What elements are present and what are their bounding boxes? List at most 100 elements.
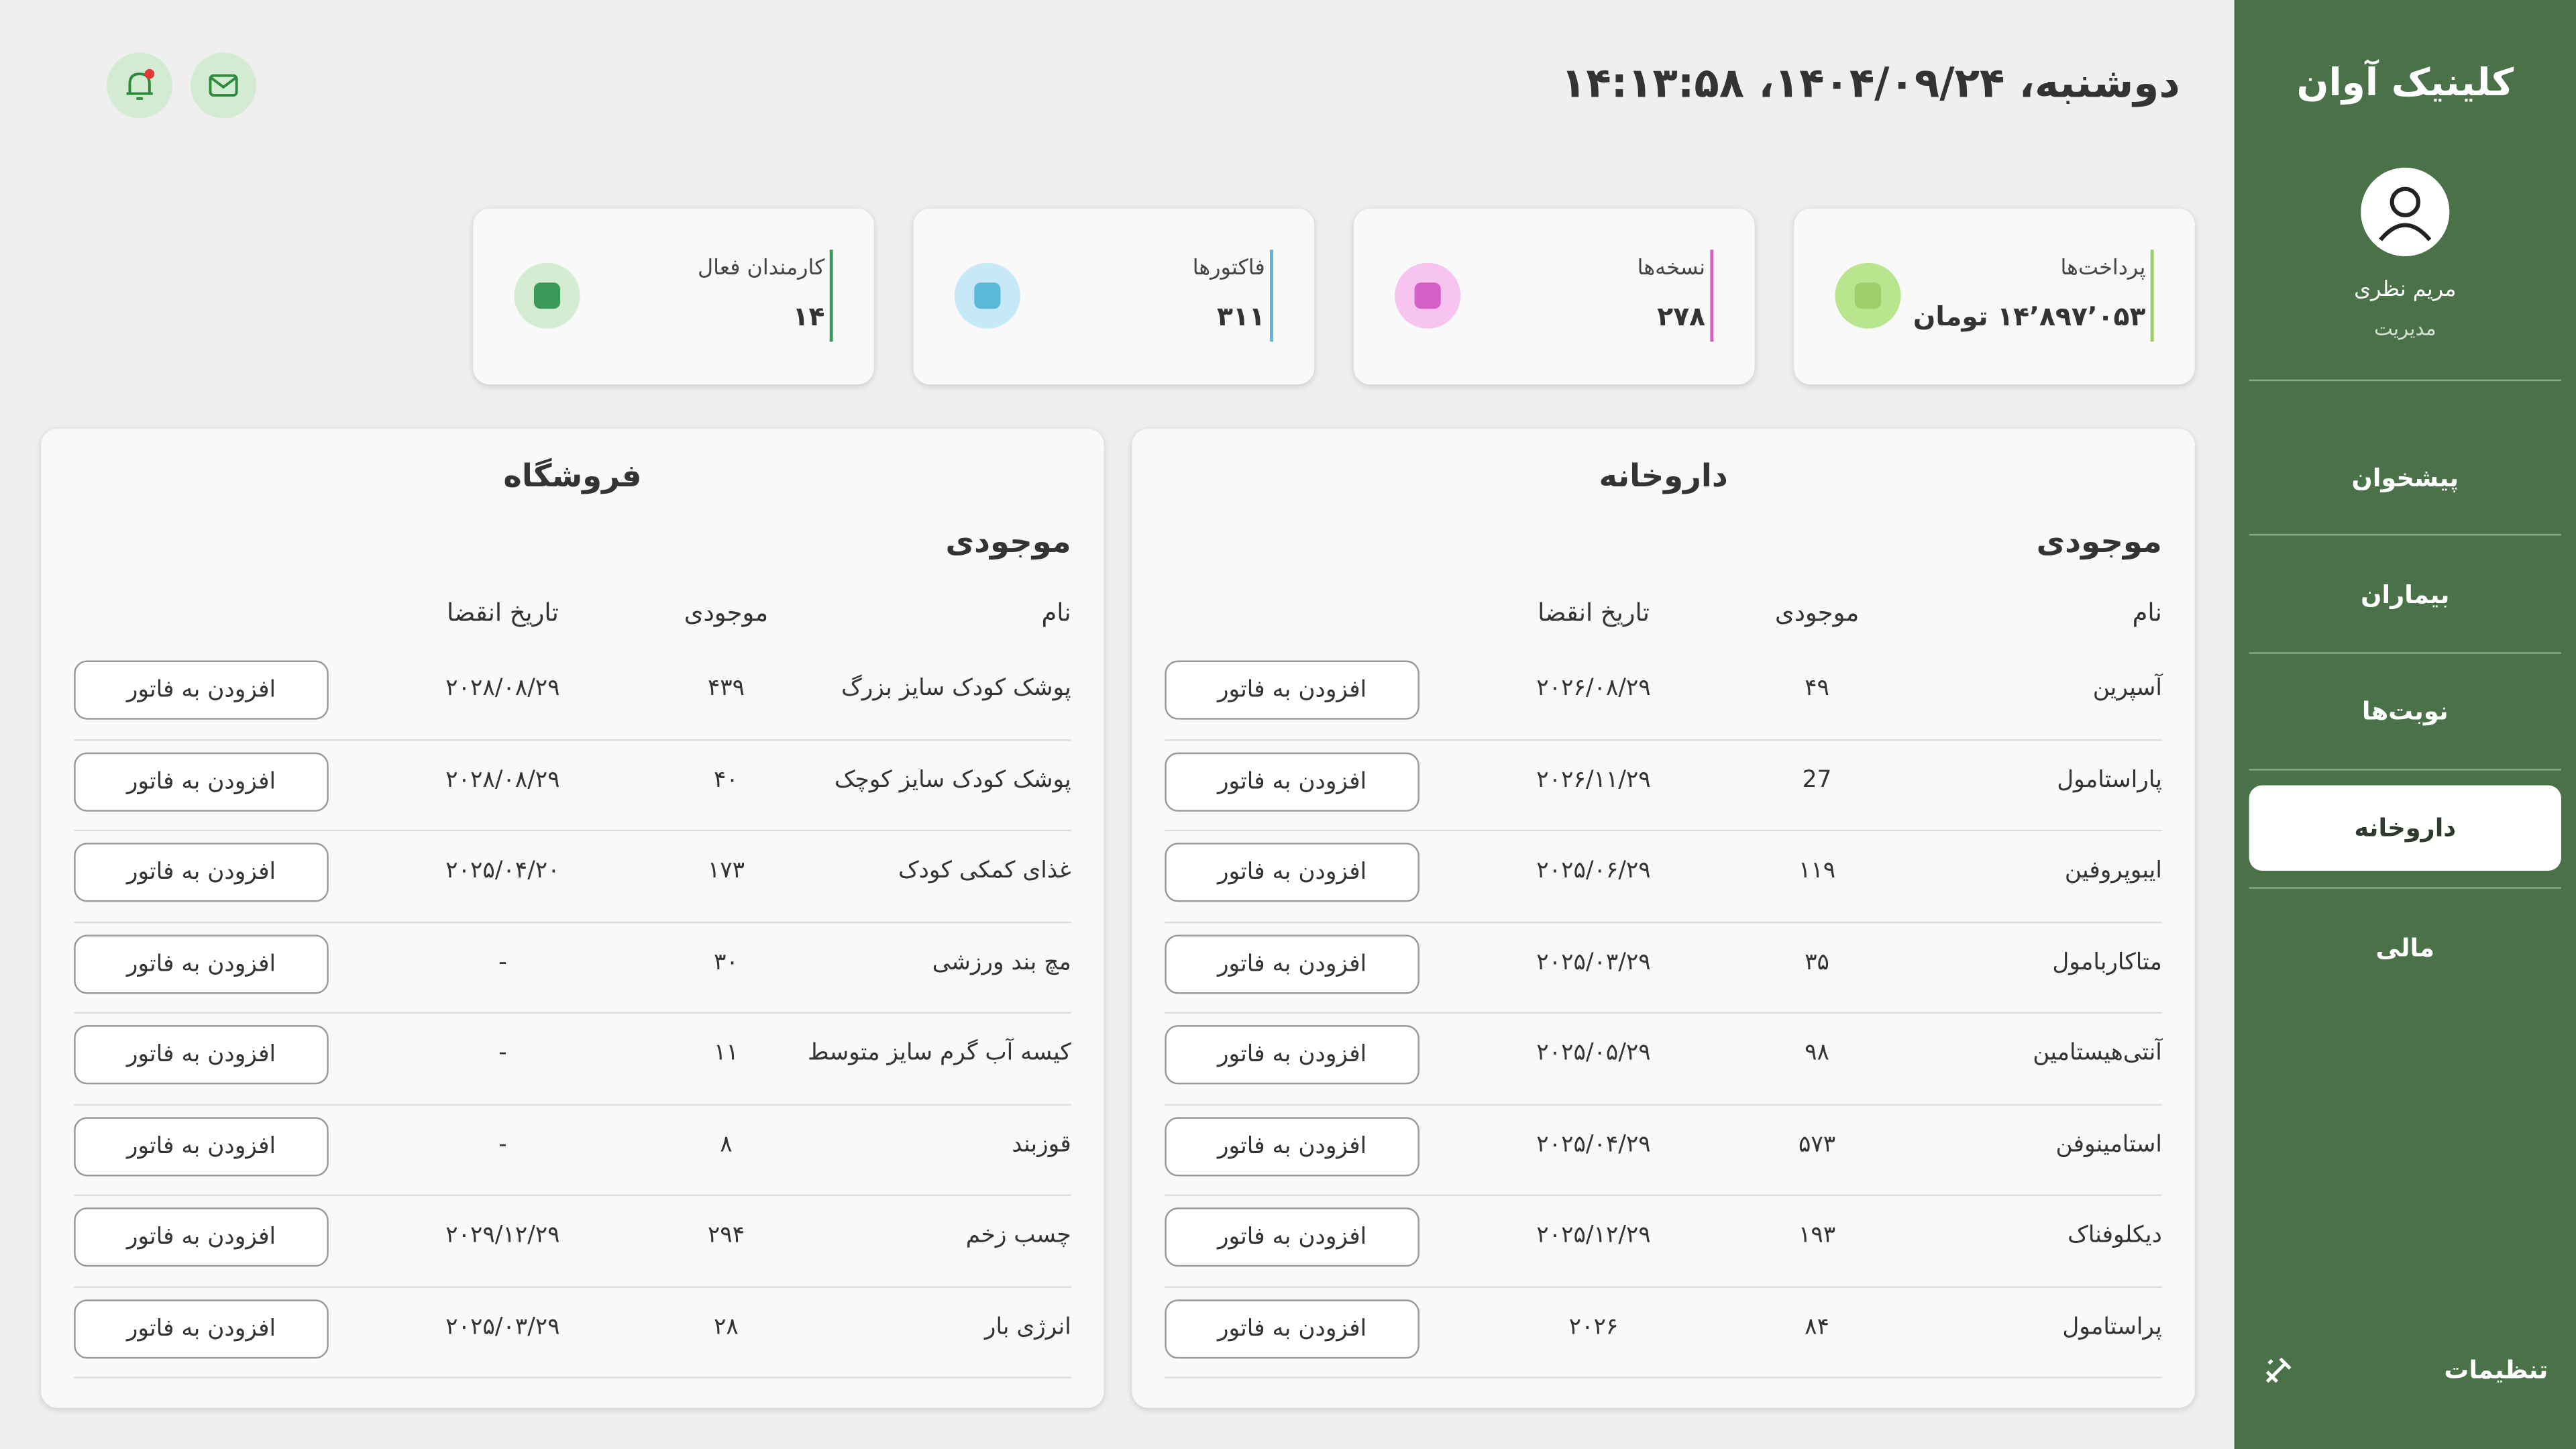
stat-accent bbox=[829, 250, 833, 342]
expiry-date: ۲۰۲۶/۱۱/۲۹ bbox=[1536, 766, 1651, 793]
add-to-invoice-button[interactable]: افزودن به فاتور bbox=[1165, 934, 1419, 994]
inventory-panel: فروشگاه موجودی نام موجودی تاریخ انقضا پوشک کو… bbox=[41, 429, 1104, 1408]
stock: ۹۸ bbox=[1805, 1040, 1829, 1067]
divider bbox=[2249, 652, 2561, 654]
bell-icon bbox=[126, 68, 155, 100]
panel-subtitle: موجودی bbox=[2036, 524, 2162, 561]
stat-icon bbox=[1395, 262, 1461, 329]
table-row: آسپرین ۴۹ ۲۰۲۶/۰۸/۲۹ افزودن به فاتور bbox=[1165, 647, 2162, 741]
stock: ۳۰ bbox=[714, 949, 739, 975]
item-name: پوشک کودک سایز کوچک bbox=[834, 766, 1071, 793]
table-row: چسب زخم ۲۹۴ ۲۰۲۹/۱۲/۲۹ افزودن به فاتور bbox=[74, 1194, 1071, 1287]
stat-value: ۲۷۸ bbox=[1657, 301, 1706, 332]
column-header: تاریخ انقضا bbox=[446, 598, 559, 628]
icon-glyph bbox=[1854, 282, 1882, 309]
clinic-name: کلینیک آوان bbox=[2296, 62, 2514, 105]
stat-label: کارمندان فعال bbox=[698, 256, 825, 281]
expiry-date: ۲۰۲۶ bbox=[1568, 1313, 1619, 1340]
item-name: قوزبند bbox=[1012, 1131, 1071, 1158]
nav-item[interactable]: داروخانه bbox=[2249, 785, 2561, 871]
icon-glyph bbox=[974, 282, 1001, 309]
item-name: پوشک کودک سایز بزرگ bbox=[841, 675, 1071, 702]
stock: ۳۵ bbox=[1805, 949, 1829, 975]
settings-icon[interactable] bbox=[2262, 1354, 2295, 1387]
stock: ۱۹۳ bbox=[1798, 1222, 1836, 1249]
item-name: ایبوپروفین bbox=[2064, 857, 2162, 884]
stock: ۱۷۳ bbox=[707, 857, 745, 884]
stock: ۱۱۹ bbox=[1798, 857, 1836, 884]
expiry-date: ۲۰۲۵/۱۲/۲۹ bbox=[1536, 1222, 1651, 1249]
add-to-invoice-button[interactable]: افزودن به فاتور bbox=[1165, 843, 1419, 902]
stock: 27 bbox=[1802, 766, 1832, 793]
item-name: انرژی بار bbox=[984, 1313, 1071, 1340]
avatar bbox=[2361, 167, 2450, 257]
item-name: پاراستامول bbox=[2057, 766, 2162, 793]
expiry-date: ۲۰۲۵/۰۴/۲۹ bbox=[1536, 1131, 1651, 1158]
add-to-invoice-button[interactable]: افزودن به فاتور bbox=[1165, 1208, 1419, 1267]
stat-accent bbox=[1710, 250, 1714, 342]
nav-item[interactable]: پیشخوان bbox=[2351, 463, 2459, 493]
add-to-invoice-button[interactable]: افزودن به فاتور bbox=[74, 660, 329, 720]
expiry-date: ۲۰۲۶/۰۸/۲۹ bbox=[1536, 675, 1651, 702]
stat-value: ۳۱۱ bbox=[1216, 301, 1265, 332]
add-to-invoice-button[interactable]: افزودن به فاتور bbox=[74, 1298, 329, 1358]
item-name: آسپرین bbox=[2092, 675, 2162, 702]
add-to-invoice-button[interactable]: افزودن به فاتور bbox=[1165, 1116, 1419, 1176]
stat-card: کارمندان فعال ۱۴ bbox=[473, 209, 874, 385]
stock: ۴۹ bbox=[1805, 675, 1829, 702]
column-header: تاریخ انقضا bbox=[1538, 598, 1650, 628]
stock: ۲۸ bbox=[714, 1313, 739, 1340]
item-name: چسب زخم bbox=[965, 1222, 1071, 1249]
stock: ۸ bbox=[720, 1131, 733, 1158]
panel-title: داروخانه bbox=[1599, 458, 1728, 495]
column-header: نام bbox=[2132, 598, 2162, 628]
expiry-date: - bbox=[498, 1040, 507, 1067]
nav-item[interactable]: مالی bbox=[2375, 933, 2435, 963]
table-row: کیسه آب گرم سایز متوسط ۱۱ - افزودن به فاتور bbox=[74, 1012, 1071, 1105]
icon-glyph bbox=[533, 282, 561, 309]
add-to-invoice-button[interactable]: افزودن به فاتور bbox=[74, 1025, 329, 1085]
stock: ۸۴ bbox=[1805, 1313, 1829, 1340]
add-to-invoice-button[interactable]: افزودن به فاتور bbox=[74, 934, 329, 994]
add-to-invoice-button[interactable]: افزودن به فاتور bbox=[74, 1208, 329, 1267]
stock: ۲۹۴ bbox=[707, 1222, 745, 1249]
nav-item[interactable]: نوبت‌ها bbox=[2361, 696, 2449, 727]
user-name: مریم نظری bbox=[2354, 277, 2457, 303]
add-to-invoice-button[interactable]: افزودن به فاتور bbox=[74, 843, 329, 902]
item-name: استامینوفن bbox=[2055, 1131, 2162, 1158]
settings[interactable]: تنظیمات bbox=[2444, 1355, 2548, 1385]
stock: ۴۳۹ bbox=[707, 675, 745, 702]
stat-card: نسخه‌ها ۲۷۸ bbox=[1353, 209, 1755, 385]
column-header: موجودی bbox=[1774, 598, 1860, 628]
stock: ۴۰ bbox=[714, 766, 739, 793]
table-row: استامینوفن ۵۷۳ ۲۰۲۵/۰۴/۲۹ افزودن به فاتور bbox=[1165, 1103, 2162, 1196]
icon-glyph bbox=[1414, 282, 1441, 309]
column-header: نام bbox=[1041, 598, 1071, 628]
add-to-invoice-button[interactable]: افزودن به فاتور bbox=[1165, 751, 1419, 811]
add-to-invoice-button[interactable]: افزودن به فاتور bbox=[74, 1116, 329, 1176]
divider bbox=[2249, 379, 2561, 382]
inventory-panel: داروخانه موجودی نام موجودی تاریخ انقضا آسپرین… bbox=[1132, 429, 2195, 1408]
item-name: مچ بند ورزشی bbox=[932, 949, 1071, 975]
stat-label: فاکتورها bbox=[1192, 256, 1265, 281]
panel-subtitle: موجودی bbox=[945, 524, 1071, 561]
expiry-date: ۲۰۲۸/۰۸/۲۹ bbox=[445, 766, 560, 793]
stat-icon bbox=[514, 262, 580, 329]
mail-button[interactable] bbox=[191, 52, 257, 119]
stat-accent bbox=[1270, 250, 1273, 342]
notification-button[interactable] bbox=[107, 52, 173, 119]
divider bbox=[2249, 533, 2561, 536]
datetime: دوشنبه، ۱۴۰۴/۰۹/۲۴، ۱۴:۱۳:۵۸ bbox=[1560, 59, 2180, 107]
divider bbox=[2249, 887, 2561, 889]
table-row: پوشک کودک سایز کوچک ۴۰ ۲۰۲۸/۰۸/۲۹ افزودن به… bbox=[74, 739, 1071, 832]
stat-accent bbox=[2150, 250, 2154, 342]
add-to-invoice-button[interactable]: افزودن به فاتور bbox=[74, 751, 329, 811]
item-name: آنتی‌هیستامین bbox=[2033, 1040, 2162, 1067]
add-to-invoice-button[interactable]: افزودن به فاتور bbox=[1165, 660, 1419, 720]
nav-item[interactable]: بیماران bbox=[2361, 580, 2450, 610]
add-to-invoice-button[interactable]: افزودن به فاتور bbox=[1165, 1025, 1419, 1085]
add-to-invoice-button[interactable]: افزودن به فاتور bbox=[1165, 1298, 1419, 1358]
column-header: موجودی bbox=[684, 598, 769, 628]
